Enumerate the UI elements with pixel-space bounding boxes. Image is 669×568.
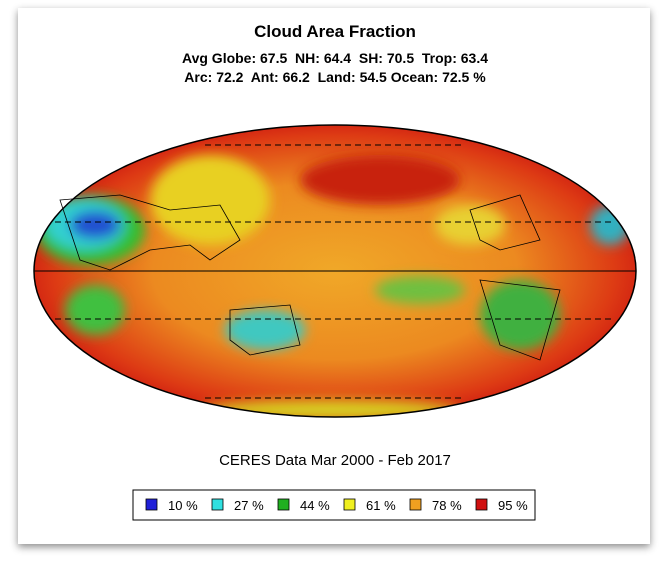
legend-box [132,489,536,521]
stats: Arc: 72.2 Ant: 66.2 Land: 54.5 Ocean: 72… [184,69,486,85]
legend-label: 95 % [498,498,528,513]
legend-label: 78 % [432,498,462,513]
legend-label: 61 % [366,498,396,513]
legend: 10 % 27 % 44 % 61 % 78 % 95 % [145,498,528,513]
legend-swatch [145,498,158,511]
legend-swatch [211,498,224,511]
legend-label: 27 % [234,498,264,513]
legend-label: 44 % [300,498,330,513]
legend-label: 10 % [168,498,198,513]
legend-swatch [409,498,422,511]
legend-swatch [343,498,356,511]
title: Cloud Area Fraction [254,22,416,41]
legend-swatch [277,498,290,511]
caption: CERES Data Mar 2000 - Feb 2017 [219,452,451,469]
map [33,124,637,418]
legend-swatch [475,498,488,511]
stats: Avg Globe: 67.5 NH: 64.4 SH: 70.5 Trop: … [182,50,488,66]
